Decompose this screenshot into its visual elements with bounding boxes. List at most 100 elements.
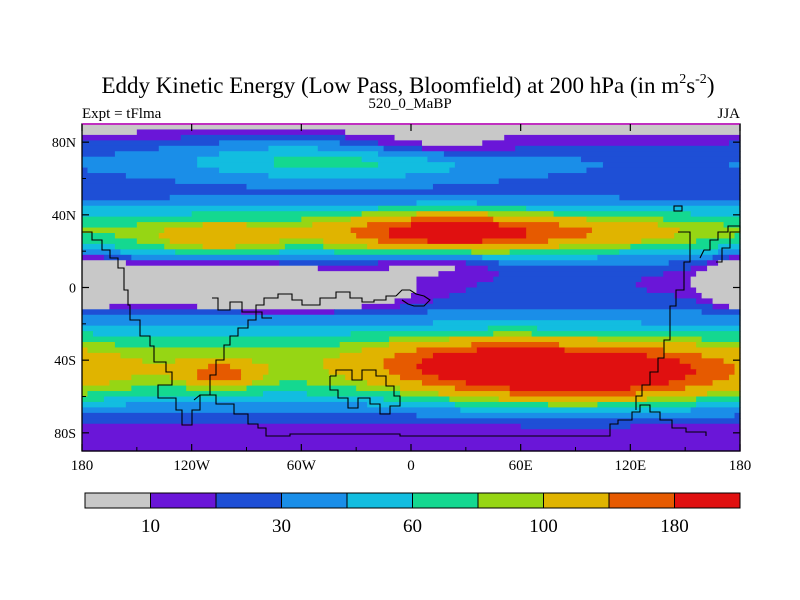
field-cell: [586, 216, 664, 223]
field-cell: [641, 320, 741, 327]
field-cell: [635, 282, 692, 289]
x-tick-label: 120W: [173, 458, 211, 474]
field-cell: [136, 222, 204, 229]
field-cell: [279, 249, 335, 256]
field-cell: [487, 265, 692, 272]
field-cell: [120, 352, 341, 359]
field-cell: [394, 352, 434, 359]
field-cell: [729, 162, 741, 169]
field-cell: [82, 189, 741, 196]
field-cell: [230, 363, 270, 370]
field-cell: [350, 331, 494, 338]
field-cell: [526, 205, 741, 212]
field-cell: [262, 391, 308, 398]
field-cell: [323, 358, 385, 365]
field-cell: [87, 347, 363, 354]
field-cell: [416, 412, 736, 419]
field-cell: [465, 260, 500, 267]
field-cell: [400, 374, 440, 381]
field-cell: [734, 369, 741, 376]
field-cell: [438, 271, 500, 278]
field-cell: [197, 156, 275, 163]
colorbar-label: 60: [403, 516, 422, 537]
field-cell: [630, 423, 741, 430]
field-cell: [465, 287, 648, 294]
field-cell: [82, 276, 418, 283]
field-cell: [493, 276, 642, 283]
field-cell: [82, 418, 741, 425]
field-cell: [241, 374, 264, 381]
field-cell: [82, 211, 193, 218]
field-cell: [175, 358, 253, 365]
field-cell: [389, 336, 450, 343]
field-cell: [246, 385, 357, 392]
y-tick-label: 40N: [52, 209, 76, 224]
field-cell: [498, 178, 741, 185]
coastline-africa-eurasia: [395, 289, 431, 307]
field-cell: [449, 292, 675, 299]
field-cell: [82, 156, 198, 163]
title-sup-2: -2: [695, 72, 707, 87]
field-cell: [509, 249, 620, 256]
field-cell: [690, 282, 741, 289]
field-cell: [389, 342, 472, 349]
field-cell: [471, 249, 511, 256]
field-cell: [164, 227, 352, 234]
field-cell: [273, 162, 379, 169]
field-cell: [103, 396, 385, 403]
field-cell: [498, 396, 648, 403]
field-cell: [718, 260, 741, 267]
title-end: ): [707, 73, 715, 98]
field-cell: [526, 227, 593, 234]
field-cell: [690, 211, 741, 218]
field-cell: [82, 314, 741, 321]
field-cell: [82, 167, 89, 174]
field-cell: [82, 320, 434, 327]
field-cell: [663, 216, 741, 223]
field-cell: [378, 260, 467, 267]
field-cell: [361, 347, 418, 354]
field-cell: [197, 374, 242, 381]
field-cell: [729, 254, 741, 261]
field-cell: [465, 380, 670, 387]
field-cell: [427, 156, 582, 163]
field-cell: [306, 380, 368, 387]
coastlines: [82, 205, 741, 437]
field-cell: [82, 227, 165, 234]
field-cell: [82, 298, 396, 305]
field-cell: [82, 282, 418, 289]
field-cell: [82, 412, 418, 419]
field-cell: [82, 145, 160, 152]
chart-title: Eddy Kinetic Energy (Low Pass, Bloomfiel…: [102, 72, 715, 98]
field-cell: [383, 363, 418, 370]
field-cell: [646, 352, 703, 359]
coastline-south-land: [193, 394, 707, 437]
y-tick-label: 80N: [52, 136, 76, 151]
colorbar-label: 180: [660, 516, 689, 537]
field-cell: [279, 380, 308, 387]
field-cell: [109, 380, 187, 387]
colorbar-segment: [543, 492, 610, 509]
field-cell: [125, 401, 368, 408]
field-cell: [718, 243, 741, 250]
field-cell: [361, 303, 401, 310]
field-cell: [454, 401, 549, 408]
field-cell: [82, 194, 171, 201]
field-cell: [635, 391, 708, 398]
field-cell: [504, 134, 741, 141]
field-cell: [334, 249, 472, 256]
field-cell: [169, 374, 198, 381]
field-cell: [476, 200, 741, 207]
field-cell: [707, 260, 719, 267]
x-axis: 180 120W 60W 0 60E 120E 180: [71, 124, 751, 474]
field-cell: [82, 309, 242, 316]
field-cell: [82, 407, 461, 414]
field-cell: [356, 385, 401, 392]
field-cell: [619, 194, 741, 201]
field-cell: [548, 401, 599, 408]
field-cell: [432, 298, 697, 305]
field-cell: [82, 352, 121, 359]
field-cell: [92, 331, 352, 338]
field-cell: [389, 369, 423, 376]
field-cell: [246, 222, 313, 229]
